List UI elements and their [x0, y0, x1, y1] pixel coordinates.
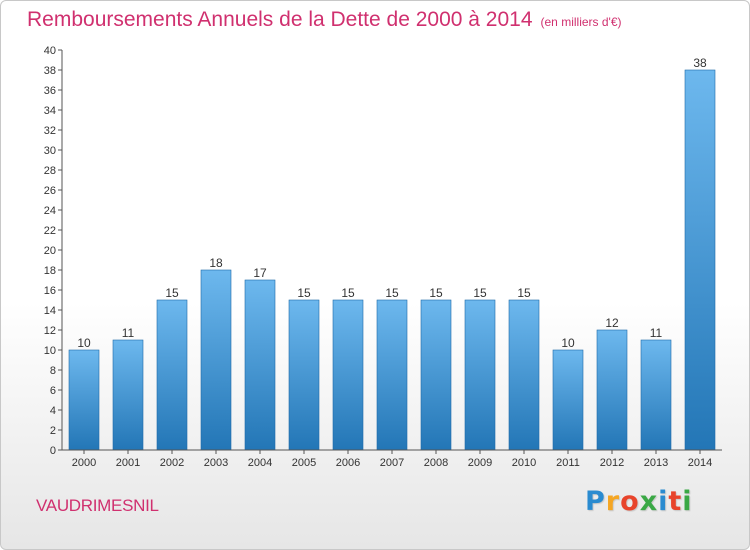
value-label-2014: 38 — [693, 56, 707, 70]
value-label-2003: 18 — [209, 256, 223, 270]
logo-letter: o — [620, 486, 640, 517]
y-tick-label: 32 — [44, 125, 56, 137]
logo-letter: i — [682, 486, 693, 517]
y-tick-label: 18 — [44, 265, 56, 277]
value-label-2010: 15 — [517, 286, 531, 300]
logo-letter: i — [658, 486, 669, 517]
bars-group: 10 11 15 18 17 15 15 15 15 15 15 10 12 11 38 — [68, 56, 716, 451]
value-label-2000: 10 — [77, 336, 91, 350]
x-tick-label-2011: 2011 — [556, 457, 580, 469]
y-tick-label: 2 — [50, 425, 56, 437]
bar-2012 — [596, 329, 628, 451]
y-tick-label: 0 — [50, 445, 56, 457]
y-tick-label: 16 — [44, 285, 56, 297]
x-tick-label-2008: 2008 — [424, 457, 448, 469]
bar-2014 — [684, 69, 716, 451]
y-tick-label: 24 — [44, 205, 56, 217]
bar-2001 — [112, 339, 144, 451]
bar-2005 — [288, 299, 320, 451]
value-label-2002: 15 — [165, 286, 179, 300]
y-tick-label: 12 — [44, 325, 56, 337]
logo-letter: P — [585, 486, 606, 517]
x-tick-label-2007: 2007 — [380, 457, 404, 469]
logo-letter: r — [605, 486, 621, 517]
value-label-2001: 11 — [122, 326, 135, 340]
logo-letter: x — [639, 486, 659, 517]
y-tick-label: 30 — [44, 145, 56, 157]
x-tick-label-2006: 2006 — [336, 457, 360, 469]
bar-2013 — [640, 339, 672, 451]
town-name: VAUDRIMESNIL — [36, 496, 159, 515]
value-label-2013: 11 — [650, 326, 663, 340]
bar-2002 — [156, 299, 188, 451]
x-tick-label-2005: 2005 — [292, 457, 316, 469]
x-tick-label-2003: 2003 — [204, 457, 228, 469]
value-label-2009: 15 — [473, 286, 487, 300]
bar-2010 — [508, 299, 540, 451]
bar-2004 — [244, 279, 276, 451]
y-tick-label: 22 — [44, 225, 56, 237]
y-tick-label: 38 — [44, 65, 56, 77]
x-tick-label-2004: 2004 — [248, 457, 272, 469]
value-label-2011: 10 — [561, 336, 575, 350]
x-tick-label-2013: 2013 — [644, 457, 668, 469]
value-label-2004: 17 — [253, 266, 267, 280]
logo-letter: t — [668, 486, 683, 517]
bar-2003 — [200, 269, 232, 451]
x-tick-label-2012: 2012 — [600, 457, 624, 469]
y-tick-label: 14 — [44, 305, 56, 317]
bar-2008 — [420, 299, 452, 451]
bar-2007 — [376, 299, 408, 451]
y-tick-label: 10 — [44, 345, 56, 357]
value-label-2005: 15 — [297, 286, 311, 300]
value-label-2012: 12 — [605, 316, 619, 330]
bar-2006 — [332, 299, 364, 451]
y-tick-label: 40 — [44, 45, 56, 57]
y-tick-label: 20 — [44, 245, 56, 257]
value-label-2008: 15 — [429, 286, 443, 300]
x-tick-label-2000: 2000 — [72, 457, 96, 469]
bar-2009 — [464, 299, 496, 451]
chart-title-text: Remboursements Annuels de la Dette de 20… — [27, 8, 533, 31]
x-tick-label-2002: 2002 — [160, 457, 184, 469]
x-axis: 2000 2001 2002 2003 2004 2005 2006 2007 2008 2009… — [72, 450, 712, 469]
y-tick-label: 8 — [50, 365, 56, 377]
x-tick-label-2010: 2010 — [512, 457, 536, 469]
value-label-2006: 15 — [341, 286, 355, 300]
x-tick-label-2014: 2014 — [688, 457, 712, 469]
bar-2011 — [552, 349, 584, 451]
chart-subtitle: (en milliers d'€) — [540, 15, 622, 29]
x-tick-label-2009: 2009 — [468, 457, 492, 469]
y-tick-label: 34 — [44, 105, 56, 117]
value-label-2007: 15 — [385, 286, 399, 300]
y-tick-label: 28 — [44, 165, 56, 177]
bar-2000 — [68, 349, 100, 451]
y-tick-label: 4 — [50, 405, 56, 417]
x-tick-label-2001: 2001 — [116, 457, 140, 469]
y-tick-label: 26 — [44, 185, 56, 197]
proxiti-logo: Proxiti — [585, 486, 693, 517]
y-tick-label: 6 — [50, 385, 56, 397]
y-tick-label: 36 — [44, 85, 56, 97]
chart-title: Remboursements Annuels de la Dette de 20… — [27, 8, 622, 32]
